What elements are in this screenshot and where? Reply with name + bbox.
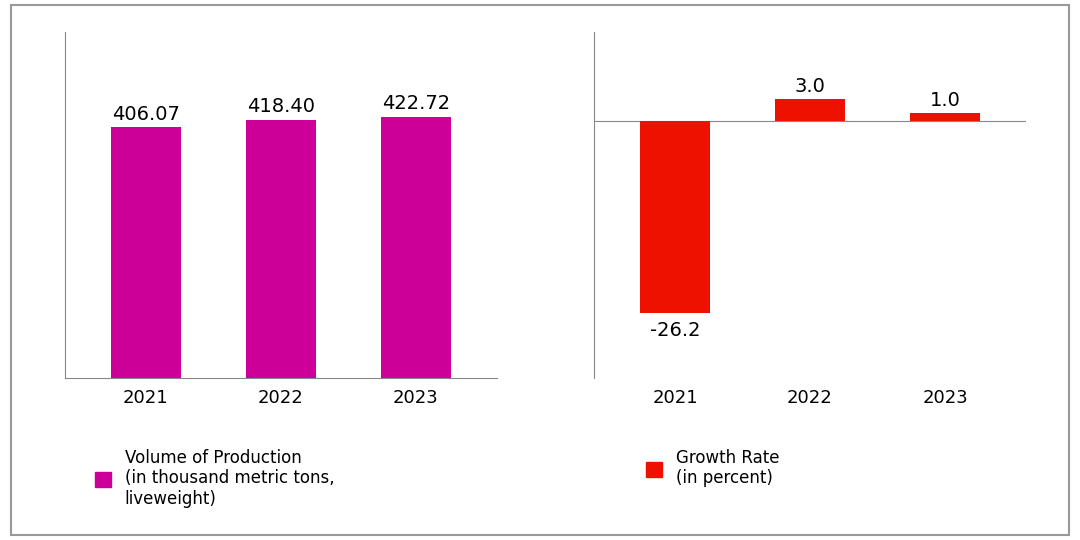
Legend: Volume of Production
(in thousand metric tons,
liveweight): Volume of Production (in thousand metric… (95, 449, 335, 508)
Legend: Growth Rate
(in percent): Growth Rate (in percent) (646, 449, 779, 487)
Text: 418.40: 418.40 (247, 97, 314, 116)
Text: 406.07: 406.07 (112, 105, 179, 124)
Text: 3.0: 3.0 (795, 77, 825, 96)
Bar (246, 120, 316, 378)
Bar (775, 99, 846, 120)
Text: 422.72: 422.72 (381, 94, 450, 113)
Text: 1.0: 1.0 (930, 91, 960, 110)
Text: -26.2: -26.2 (650, 321, 700, 340)
Bar (639, 120, 711, 313)
Bar (909, 113, 981, 120)
Bar (111, 127, 181, 378)
Bar (381, 117, 451, 378)
